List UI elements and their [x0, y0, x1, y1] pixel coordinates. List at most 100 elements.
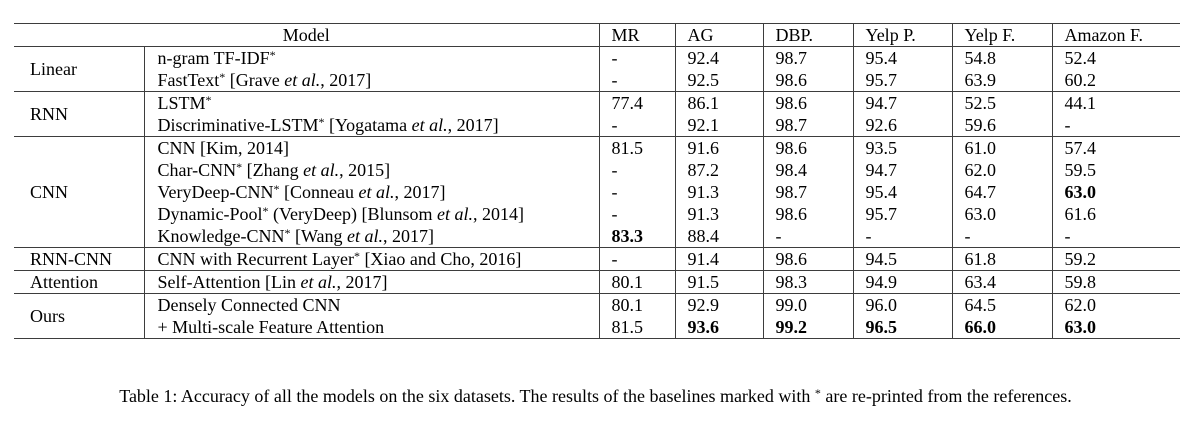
value-cell: 80.1 — [598, 270, 675, 294]
table-row: RNN-CNN CNN with Recurrent Layer* [Xiao a… — [14, 247, 1180, 271]
value-cell: 98.6 — [762, 136, 853, 159]
value-cell: 44.1 — [1051, 91, 1180, 114]
value-cell: 94.7 — [852, 91, 952, 114]
text-segment: CNN with Recurrent Layer — [157, 249, 354, 269]
value-cell: - — [951, 225, 1052, 248]
table-row: Linear n-gram TF-IDF* -92.4 98.7 95.4 54.8 52.… — [14, 46, 1180, 92]
value-cell: 98.6 — [762, 247, 853, 271]
value-cell: 99.2 — [762, 316, 853, 339]
value-cell: 62.0 — [1051, 293, 1180, 316]
table-row: Ours Densely Connected CNN 80.1 92.9 99.0 96.… — [14, 293, 1180, 339]
text-segment: Self-Attention [Lin — [157, 272, 301, 292]
category-cell: Ours — [14, 293, 144, 339]
header-dataset-cell: DBP. — [762, 23, 853, 47]
value-cell: 81.5 — [598, 136, 675, 159]
model-name-cell: Densely Connected CNN — [143, 293, 599, 316]
value-cell: - — [852, 225, 952, 248]
value-cell: 86.1 — [674, 91, 763, 114]
superscript-asterisk: * — [284, 225, 291, 240]
model-name-cell: Knowledge-CNN* [Wang et al., 2017] — [143, 225, 599, 248]
superscript-asterisk: * — [814, 385, 821, 400]
value-cell: 52.4 — [1051, 46, 1180, 69]
italic-citation-text: et al. — [303, 160, 340, 180]
value-cell: - — [598, 181, 675, 203]
value-cell: 59.2 — [1051, 247, 1180, 271]
category-cell: Linear — [14, 46, 144, 92]
text-segment: , 2017] — [336, 272, 388, 292]
value-cell: 66.0 — [951, 316, 1052, 339]
text-segment: , 2017] — [383, 226, 435, 246]
value-cell: - — [598, 69, 675, 92]
header-dataset-cell: Yelp P. — [852, 23, 952, 47]
value-cell: - — [598, 203, 675, 225]
italic-citation-text: et al. — [300, 272, 337, 292]
text-segment: CNN [Kim, 2014] — [157, 138, 290, 158]
value-cell: 63.4 — [951, 270, 1052, 294]
text-segment: , 2014] — [472, 204, 524, 224]
model-name-cell: LSTM* — [143, 91, 599, 114]
superscript-asterisk: * — [269, 47, 276, 62]
value-cell: 59.6 — [951, 114, 1052, 137]
value-cell: 80.1 — [598, 293, 675, 316]
value-cell: 91.5 — [674, 270, 763, 294]
value-cell: 91.4 — [674, 247, 763, 271]
value-cell: 98.3 — [762, 270, 853, 294]
value-cell: 93.5 — [852, 136, 952, 159]
text-segment: , 2017] — [394, 182, 446, 202]
model-name-cell: CNN [Kim, 2014] — [143, 136, 599, 159]
value-cell: 59.5 — [1051, 159, 1180, 181]
italic-citation-text: et al. — [284, 70, 321, 90]
header-dataset-cell: AG — [674, 23, 763, 47]
value-cell: 60.2 — [1051, 69, 1180, 92]
text-segment: Char-CNN — [157, 160, 237, 180]
text-segment: + Multi-scale Feature Attention — [157, 317, 385, 337]
value-cell: 98.6 — [762, 203, 853, 225]
text-segment: , 2017] — [447, 115, 499, 135]
value-cell: - — [598, 159, 675, 181]
model-name-cell: Discriminative-LSTM* [Yogatama et al., 2… — [143, 114, 599, 137]
value-cell: 92.1 — [674, 114, 763, 137]
table-row: Attention Self-Attention [Lin et al., 201… — [14, 270, 1180, 294]
value-cell: 64.7 — [951, 181, 1052, 203]
model-name-cell: n-gram TF-IDF* — [143, 46, 599, 69]
text-segment: [Xiao and Cho, 2016] — [359, 249, 522, 269]
value-cell: - — [598, 46, 675, 69]
value-cell: 91.6 — [674, 136, 763, 159]
table-row: Char-CNN* [Zhang et al., 2015] -87.2 98.4 9… — [14, 159, 1180, 181]
text-segment: , 2015] — [339, 160, 391, 180]
text-segment: Densely Connected CNN — [157, 295, 341, 315]
model-name-cell: + Multi-scale Feature Attention — [143, 316, 599, 339]
results-table: Model MR AG DBP. Yelp P. Yelp F. Amazon F. Lin… — [14, 23, 1180, 339]
text-segment: Table 1: Accuracy of all the models on t… — [119, 386, 815, 406]
header-model-cell: Model — [282, 25, 330, 45]
value-cell: 61.8 — [951, 247, 1052, 271]
text-segment: LSTM — [157, 93, 206, 113]
category-cell: RNN — [14, 91, 144, 137]
value-cell: 98.6 — [762, 69, 853, 92]
value-cell: 61.6 — [1051, 203, 1180, 225]
value-cell: 92.6 — [852, 114, 952, 137]
value-cell: 57.4 — [1051, 136, 1180, 159]
value-cell: 83.3 — [598, 225, 675, 248]
table-row: FastText* [Grave et al., 2017] -92.5 98.6 9… — [14, 69, 1180, 92]
value-cell: 63.0 — [951, 203, 1052, 225]
value-cell: 77.4 — [598, 91, 675, 114]
value-cell: 98.7 — [762, 46, 853, 69]
text-segment: (VeryDeep) [Blunsom — [268, 204, 437, 224]
text-segment: FastText — [157, 70, 220, 90]
value-cell: 94.5 — [852, 247, 952, 271]
text-segment: [Grave — [225, 70, 285, 90]
model-name-cell: Self-Attention [Lin et al., 2017] — [143, 270, 599, 294]
value-cell: 98.7 — [762, 114, 853, 137]
text-segment: Knowledge-CNN — [157, 226, 285, 246]
table-caption: Table 1: Accuracy of all the models on t… — [0, 384, 1191, 408]
header-dataset-cell: Yelp F. — [951, 23, 1052, 47]
model-name-cell: VeryDeep-CNN* [Conneau et al., 2017] — [143, 181, 599, 203]
value-cell: 94.9 — [852, 270, 952, 294]
value-cell: 63.9 — [951, 69, 1052, 92]
value-cell: 95.7 — [852, 203, 952, 225]
italic-citation-text: et al. — [411, 115, 448, 135]
value-cell: 98.6 — [762, 91, 853, 114]
value-cell: - — [1051, 114, 1180, 137]
value-cell: 81.5 — [598, 316, 675, 339]
